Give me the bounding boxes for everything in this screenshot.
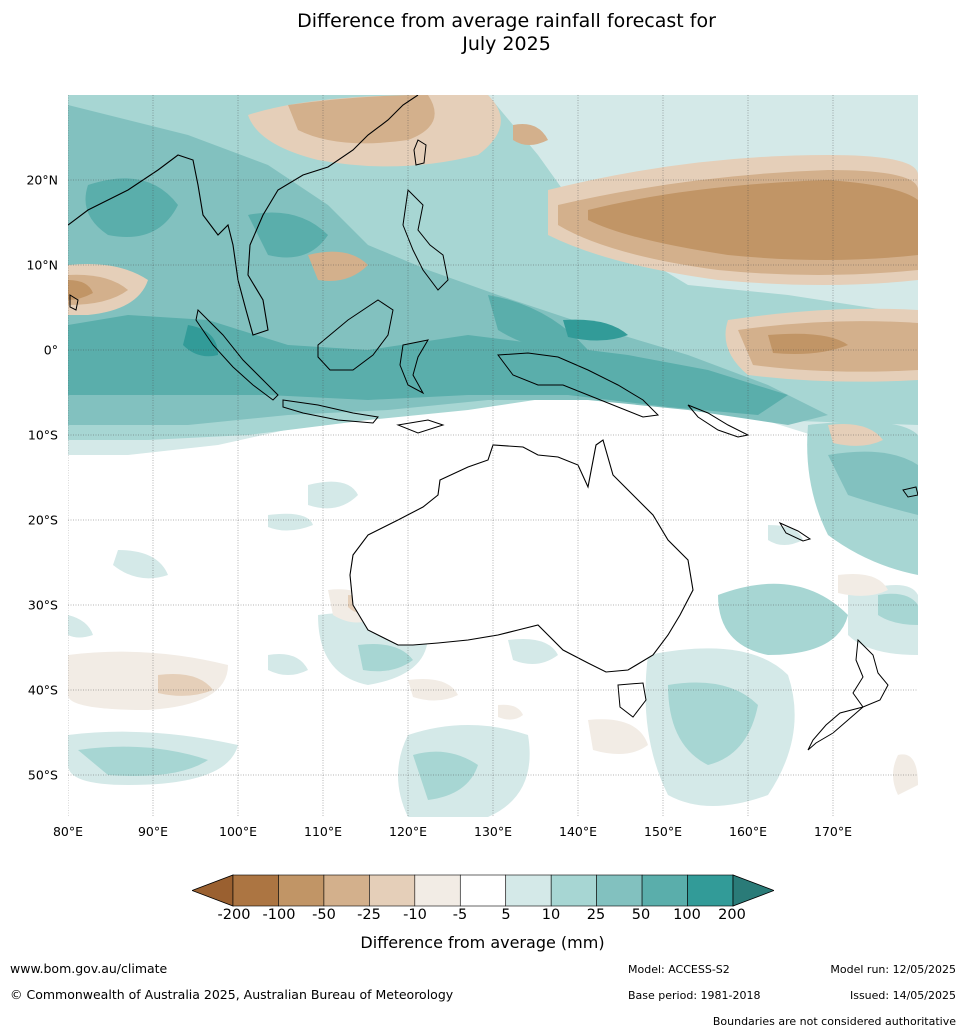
dry-anomaly-region [68,95,918,795]
title-line-1: Difference from average rainfall forecas… [297,10,716,32]
lat-label-0: 0° [43,342,58,358]
lon-label-120e: 120°E [388,824,428,839]
lon-label-130e: 130°E [473,824,513,839]
lon-label-170e: 170°E [813,824,853,839]
base-period: Base period: 1981-2018 [628,989,761,1002]
timor-coastline [396,419,445,434]
australia-coastline [349,439,694,673]
colorbar-cell [505,874,552,907]
graticule [68,95,918,817]
fiji-coastline [902,486,918,498]
colorbar-cell [414,874,461,907]
lat-label-10s: 10°S [27,427,58,443]
colorbar-title: Difference from average (mm) [360,933,605,952]
sri-lanka-coastline [69,294,79,311]
tasmania-coastline [617,682,647,718]
lat-label-30s: 30°S [27,597,58,613]
colorbar-label: 50 [631,907,651,923]
lon-label-90e: 90°E [137,824,169,839]
colorbar-label: 5 [501,907,511,923]
colorbar-label: -50 [312,907,336,923]
lat-label-10n: 10°N [26,257,58,273]
lon-label-110e: 110°E [303,824,343,839]
lat-label-20s: 20°S [27,512,58,528]
new-guinea-coastline [497,352,660,418]
colorbar-extend-high [732,874,774,907]
asia-coastline [68,95,419,336]
copyright-text: © Commonwealth of Australia 2025, Austra… [10,987,454,1002]
sumatra-coastline [195,308,279,401]
colorbar-label: 100 [673,907,701,923]
map-title: Difference from average rainfall forecas… [0,10,965,56]
website-link[interactable]: www.bom.gov.au/climate [10,961,168,976]
colorbar [192,874,774,907]
colorbar-label: 200 [718,907,746,923]
lat-label-20n: 20°N [26,172,58,188]
boundary-disclaimer: Boundaries are not considered authoritat… [712,1015,956,1028]
colorbar-cell [323,874,370,907]
colorbar-cell [641,874,688,907]
title-line-2: July 2025 [462,33,551,55]
lat-label-50s: 50°S [27,767,58,783]
lon-label-140e: 140°E [558,824,598,839]
colorbar-cell [278,874,325,907]
lon-label-80e: 80°E [52,824,84,839]
new-zealand-north-coastline [852,638,889,708]
model-run-date: Model run: 12/05/2025 [830,963,956,976]
lat-label-40s: 40°S [27,682,58,698]
issued-date: Issued: 14/05/2025 [849,989,956,1002]
colorbar-label: 10 [541,907,561,923]
colorbar-label: -25 [357,907,381,923]
colorbar-cell [232,874,279,907]
colorbar-cell [687,874,734,907]
solomon-islands-coastline [687,404,750,438]
philippines-coastline [402,188,449,291]
colorbar-cell [459,874,507,907]
sulawesi-coastline [399,339,429,395]
colorbar-label: -200 [217,907,251,923]
model-name: Model: ACCESS-S2 [628,963,730,976]
colorbar-label: -10 [403,907,427,923]
borneo-coastline [317,299,394,371]
taiwan-coastline [413,139,427,166]
rainfall-anomaly-map [68,95,918,817]
new-caledonia-coastline [778,521,812,542]
colorbar-extend-low [192,874,234,907]
lon-label-160e: 160°E [728,824,768,839]
colorbar-label: -5 [452,907,468,923]
colorbar-cell [596,874,643,907]
lon-label-100e: 100°E [218,824,258,839]
colorbar-label: 25 [586,907,606,923]
new-zealand-south-coastline [807,706,864,751]
lon-label-150e: 150°E [643,824,683,839]
colorbar-cell [369,874,416,907]
colorbar-cell [550,874,597,907]
java-coastline [282,399,379,424]
colorbar-label: -100 [262,907,296,923]
